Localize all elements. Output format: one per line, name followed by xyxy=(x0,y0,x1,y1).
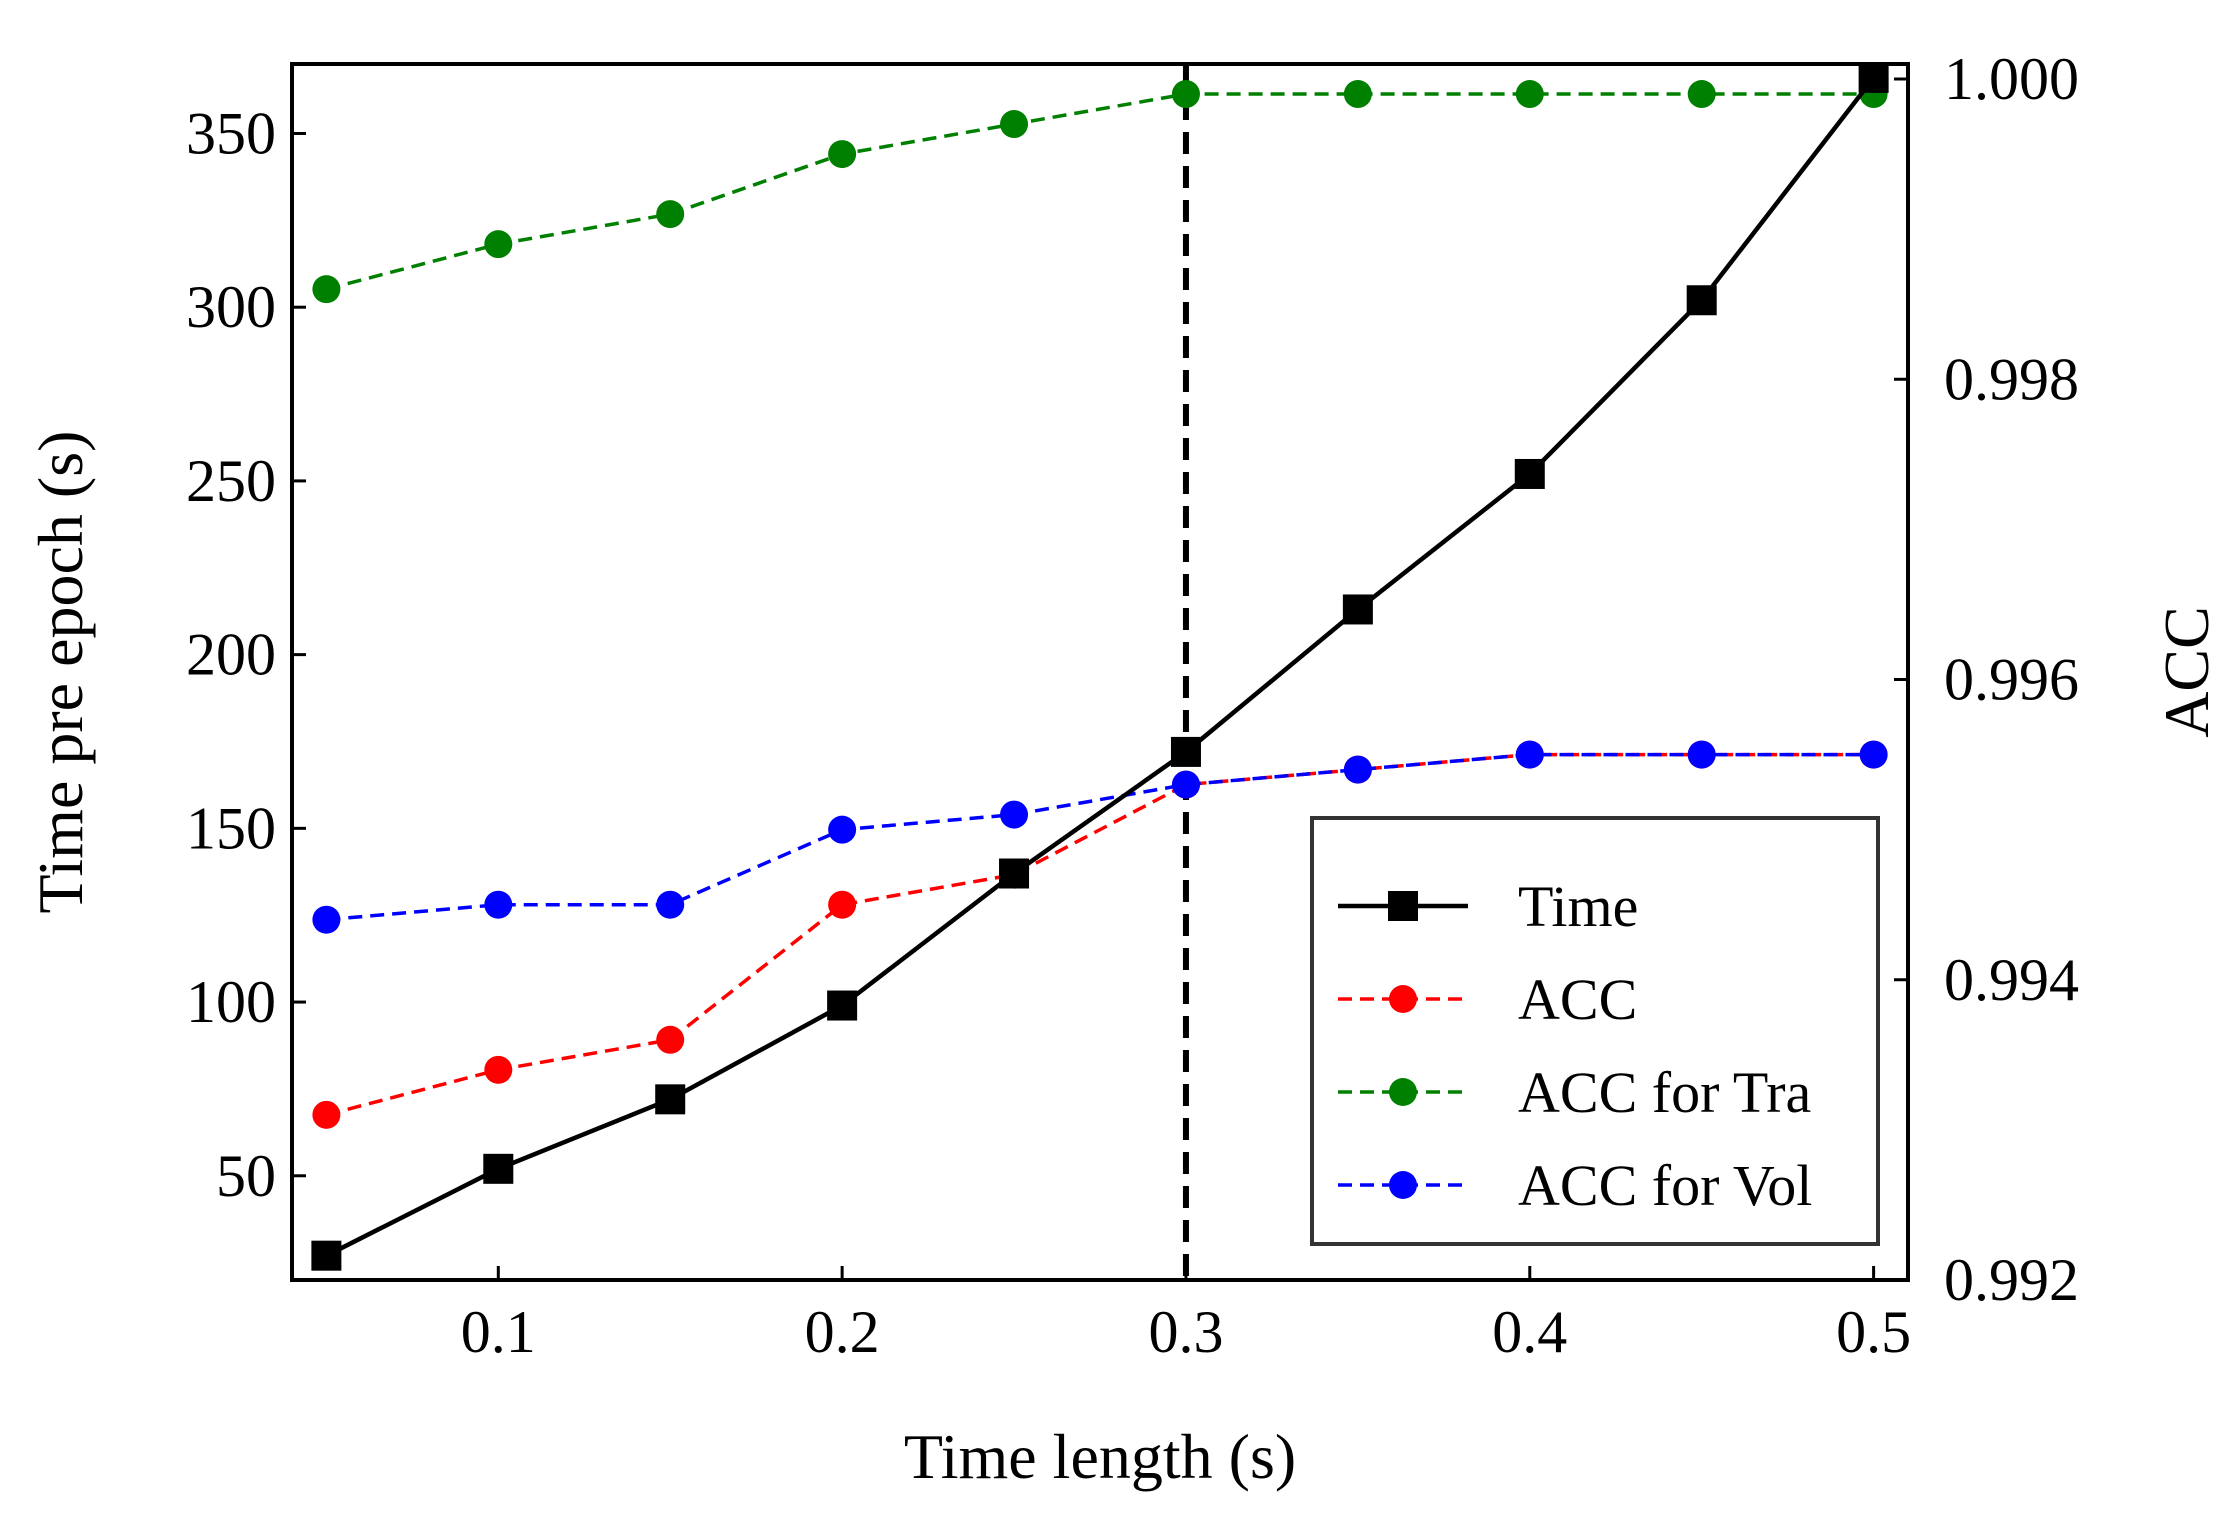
data-point-acc-for-tra xyxy=(1000,110,1029,139)
y-left-tick-label: 150 xyxy=(186,795,276,861)
x-tick-label: 0.1 xyxy=(461,1299,536,1365)
data-point-acc-for-vol xyxy=(1171,770,1200,799)
legend-marker-acc-for-vol xyxy=(1389,1171,1417,1199)
legend-entry-acc: ACC xyxy=(1338,967,1637,1032)
plot-frame xyxy=(290,62,1910,1282)
legend-entry-acc-for-tra: ACC for Tra xyxy=(1338,1060,1811,1125)
y-left-tick-label: 350 xyxy=(186,100,276,166)
data-point-acc xyxy=(484,1055,513,1084)
y-right-tick-label: 1.000 xyxy=(1944,46,2079,112)
series-line-time xyxy=(325,76,1876,1258)
y-left-tick-label: 250 xyxy=(186,448,276,514)
legend-label-acc-for-tra: ACC for Tra xyxy=(1518,1060,1811,1125)
legend: Time ACC ACC for Tra ACC for Vol xyxy=(1310,816,1880,1246)
data-point-acc xyxy=(312,1100,341,1129)
data-point-acc-for-vol xyxy=(828,815,857,844)
data-point-acc-for-vol xyxy=(1687,740,1716,769)
data-point-acc-for-vol xyxy=(1515,740,1544,769)
data-point-acc-for-tra xyxy=(484,230,513,259)
series-line-acc-for-vol xyxy=(326,752,1874,922)
y-left-tick-label: 300 xyxy=(186,274,276,340)
y-left-tick-label: 200 xyxy=(186,622,276,688)
data-point-acc-for-vol xyxy=(484,890,513,919)
data-point-acc-for-tra xyxy=(312,275,341,304)
data-point-time xyxy=(655,1084,686,1115)
data-point-time xyxy=(827,990,858,1021)
data-point-acc xyxy=(828,890,857,919)
legend-label-acc: ACC xyxy=(1518,967,1637,1032)
y-left-axis-title: Time pre epoch (s) xyxy=(25,431,96,914)
data-point-time xyxy=(999,858,1030,889)
data-point-acc-for-tra xyxy=(1515,80,1544,109)
y-right-tick-label: 0.998 xyxy=(1944,346,2079,412)
legend-marker-acc-for-tra xyxy=(1389,1078,1417,1106)
axes: 0.1 0.2 0.3 0.4 0.5 50 100 150 200 250 300 350 0.992… xyxy=(25,46,2222,1492)
data-point-time xyxy=(1514,458,1545,489)
data-point-time xyxy=(1858,64,1889,93)
series-acc-for-vol xyxy=(312,740,1888,934)
data-point-acc-for-tra xyxy=(656,200,685,229)
data-point-acc-for-vol xyxy=(656,890,685,919)
series-acc-for-tra xyxy=(312,80,1888,304)
y-right-axis-title: ACC xyxy=(2151,606,2222,738)
data-point-acc-for-vol xyxy=(312,905,341,934)
series-line-acc-for-tra xyxy=(325,92,1874,291)
data-point-acc-for-vol xyxy=(1000,800,1029,829)
data-point-acc-for-tra xyxy=(1343,80,1372,109)
legend-label-acc-for-vol: ACC for Vol xyxy=(1518,1153,1812,1218)
x-tick-label: 0.2 xyxy=(805,1299,880,1365)
y-right-tick-label: 0.994 xyxy=(1944,947,2079,1013)
x-tick-label: 0.4 xyxy=(1492,1299,1567,1365)
data-point-time xyxy=(483,1153,514,1184)
data-point-time xyxy=(1342,594,1373,625)
data-point-time xyxy=(311,1240,342,1271)
x-tick-label: 0.3 xyxy=(1148,1299,1223,1365)
data-point-acc-for-tra xyxy=(1171,80,1200,109)
x-tick-label: 0.5 xyxy=(1836,1299,1911,1365)
data-point-acc-for-vol xyxy=(1859,740,1888,769)
y-left-tick-label: 50 xyxy=(216,1143,276,1209)
legend-marker-time xyxy=(1388,891,1418,921)
legend-marker-acc xyxy=(1389,985,1417,1013)
plot-area xyxy=(311,64,1889,1280)
legend-entry-time: Time xyxy=(1338,874,1638,939)
data-point-acc xyxy=(656,1025,685,1054)
data-point-acc-for-vol xyxy=(1343,755,1372,784)
y-right-tick-label: 0.996 xyxy=(1944,647,2079,713)
data-point-acc-for-tra xyxy=(828,140,857,169)
y-left-tick-label: 100 xyxy=(186,969,276,1035)
y-right-tick-label: 0.992 xyxy=(1944,1247,2079,1313)
data-point-acc-for-tra xyxy=(1687,80,1716,109)
data-point-time xyxy=(1170,736,1201,767)
data-point-time xyxy=(1686,285,1717,316)
legend-label-time: Time xyxy=(1518,874,1638,939)
legend-entry-acc-for-vol: ACC for Vol xyxy=(1338,1153,1812,1218)
series-time xyxy=(311,64,1889,1271)
x-axis-title: Time length (s) xyxy=(904,1421,1296,1492)
